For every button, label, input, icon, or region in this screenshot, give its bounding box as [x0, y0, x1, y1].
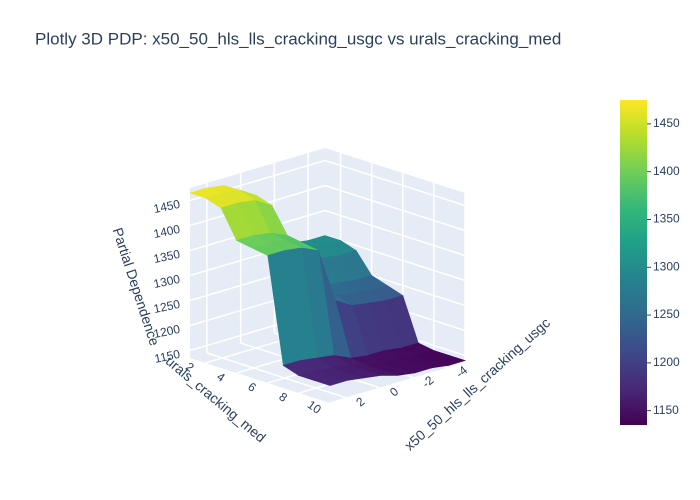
- grid-line: [329, 362, 466, 404]
- grid-line: [206, 352, 348, 399]
- z-tick-label: 1150: [153, 347, 181, 366]
- colorbar-tick-label: 1300: [653, 259, 680, 273]
- z-tick-label: 1400: [152, 222, 181, 241]
- chart-title: Plotly 3D PDP: x50_50_hls_lls_cracking_u…: [35, 29, 561, 48]
- z-tick-label: 1200: [152, 322, 181, 341]
- grid-line: [324, 234, 466, 282]
- colorbar-tick-label: 1400: [653, 164, 680, 178]
- z-tick-label: 1300: [152, 272, 181, 291]
- colorbar-tick-label: 1250: [653, 307, 680, 321]
- colorbar-tick-label: 1200: [653, 355, 680, 369]
- colorbar-tick-label: 1150: [653, 403, 679, 417]
- colorbar: [620, 100, 647, 425]
- surface-patch: [313, 375, 348, 386]
- grid-line: [324, 184, 466, 232]
- z-tick-label: 1350: [152, 247, 181, 266]
- grid-line: [324, 159, 466, 207]
- z-tick-label: 1450: [152, 197, 181, 216]
- z-tick-label: 1250: [152, 297, 181, 316]
- grid-line: [324, 209, 466, 257]
- colorbar-tick-label: 1450: [653, 116, 680, 130]
- colorbar-tick-label: 1350: [653, 212, 680, 226]
